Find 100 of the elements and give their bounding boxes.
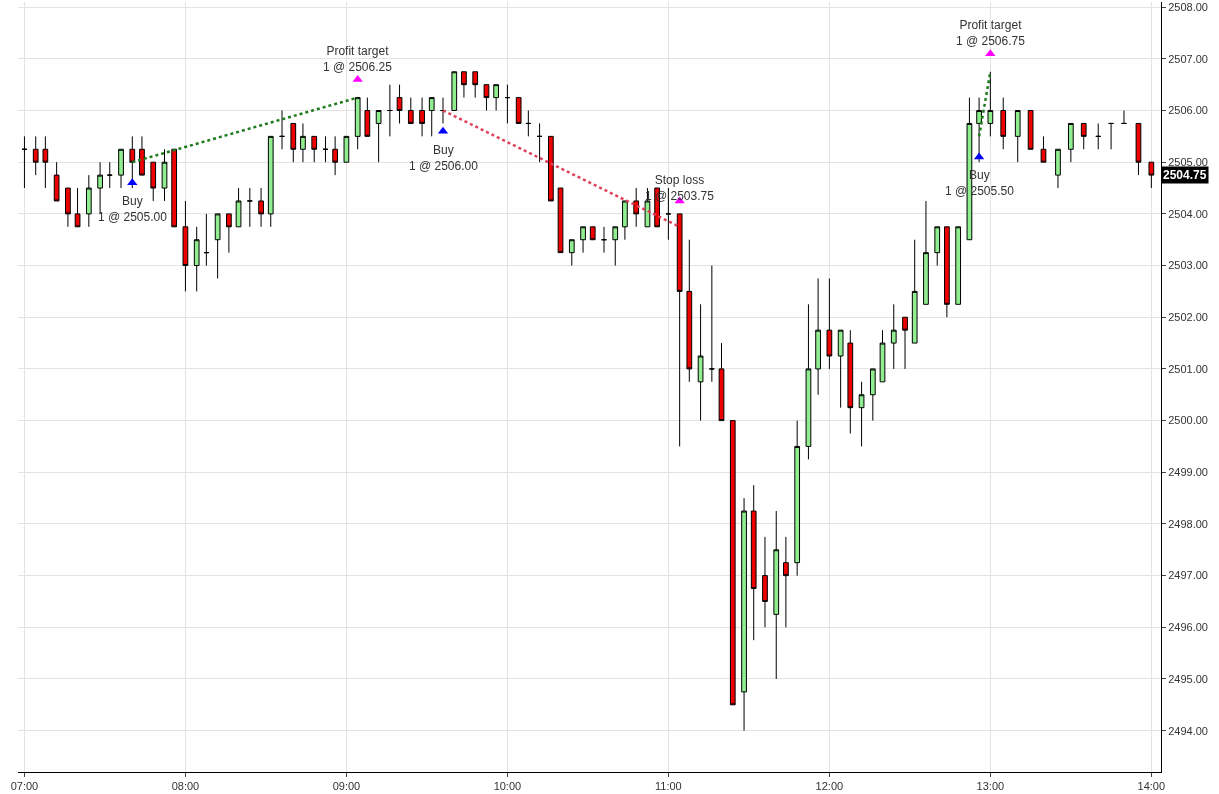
y-tick-label: 2501.00 [1168, 362, 1208, 375]
candlestick [235, 187, 242, 228]
candlestick [1055, 148, 1061, 189]
y-tick-label: 2498.00 [1168, 517, 1208, 530]
candlestick [407, 97, 414, 124]
candlestick [1108, 122, 1114, 150]
candlestick [525, 110, 532, 137]
candlestick [214, 213, 221, 279]
candlestick [665, 187, 672, 241]
candlestick [461, 71, 467, 99]
y-tick-label: 2508.00 [1168, 1, 1208, 14]
candlestick [1000, 97, 1007, 150]
candlestick [580, 226, 586, 254]
candlestick [472, 71, 479, 99]
candlestick [53, 161, 60, 202]
candlestick [837, 329, 844, 409]
candlestick [762, 536, 768, 628]
candlestick [536, 122, 543, 163]
candlestick [42, 135, 49, 189]
x-tick-label: 14:00 [1137, 780, 1166, 793]
candlestick [934, 226, 941, 267]
candlestick [515, 97, 522, 124]
candlestick [375, 110, 382, 163]
annotation: Buy 1 @ 2506.00 [409, 143, 479, 173]
x-tick-label: 08:00 [171, 780, 200, 793]
candlestick [944, 226, 950, 318]
y-tick-label: 2502.00 [1168, 311, 1208, 324]
candlestick [815, 277, 821, 396]
candlestick [150, 161, 157, 202]
annotation: Profit target 1 @ 2506.75 [956, 18, 1026, 48]
point [127, 178, 138, 186]
y-tick-label: 2497.00 [1168, 569, 1208, 582]
candlestick [1095, 122, 1102, 150]
candlestick [311, 135, 318, 163]
candlestick [708, 265, 715, 383]
candlestick [161, 148, 168, 202]
candlestick [955, 226, 962, 305]
candlestick [332, 135, 339, 176]
candlestick [633, 187, 640, 228]
candlestick [923, 200, 929, 305]
candlestick [847, 329, 854, 435]
candlestick [686, 239, 693, 383]
x-tick-label: 07:00 [10, 780, 39, 793]
y-tick-label: 2503.00 [1168, 259, 1208, 272]
candlestick [343, 135, 350, 163]
candlestick [246, 187, 253, 228]
candlestick [1040, 135, 1047, 163]
candlestick [354, 97, 361, 150]
x-tick-label: 11:00 [655, 780, 682, 793]
candlestick [548, 135, 554, 202]
candlestick [794, 420, 801, 577]
candlestick [869, 368, 876, 422]
candlestick [171, 148, 178, 228]
candlestick [258, 187, 264, 228]
candlestick [557, 187, 564, 254]
candlestick [589, 226, 596, 241]
candlestick [129, 135, 136, 189]
x-tick-label: 13:00 [976, 780, 1005, 793]
candlestick [267, 135, 274, 228]
candlestick [193, 226, 200, 292]
candlestick [902, 316, 908, 370]
candlestick [644, 187, 651, 228]
candlestick [826, 277, 833, 370]
candlestick [697, 303, 704, 422]
candlestick [729, 420, 736, 706]
candlestick [750, 484, 757, 641]
y-tick-label: 2495.00 [1168, 672, 1208, 685]
y-tick-label: 2504.00 [1168, 207, 1208, 220]
candlestick [203, 213, 210, 267]
candlestick [74, 187, 81, 228]
candlestick [65, 187, 71, 228]
candlestick [226, 213, 232, 254]
y-tick-label: 2507.00 [1168, 52, 1208, 65]
candlestick [1148, 161, 1155, 189]
candlestick [568, 239, 575, 267]
y-tick-label: 2494.00 [1168, 724, 1208, 737]
candlestick [182, 200, 189, 292]
candlestick [783, 536, 789, 628]
candlestick [773, 510, 780, 680]
candlestick [805, 303, 812, 460]
candlestick [21, 135, 28, 189]
candlestick [322, 135, 329, 163]
candlestick [1014, 110, 1021, 163]
candlestick [1027, 110, 1034, 150]
candlestick [290, 122, 297, 163]
candlestick [858, 381, 865, 447]
x-tick-label: 09:00 [332, 780, 361, 793]
candlestick [1135, 122, 1142, 176]
candlestick [85, 174, 92, 228]
candlestick [890, 303, 897, 370]
candlestick [911, 239, 918, 344]
candlestick [451, 71, 458, 112]
candlestick [879, 329, 886, 383]
y-tick-label: 2500.00 [1168, 414, 1208, 427]
candlestick [493, 84, 499, 112]
candlestick [612, 226, 619, 267]
candlestick [364, 97, 371, 137]
y-tick-label: 2499.00 [1168, 466, 1208, 479]
annotation: 2504.75 [1163, 168, 1207, 182]
candlestick [987, 71, 994, 137]
